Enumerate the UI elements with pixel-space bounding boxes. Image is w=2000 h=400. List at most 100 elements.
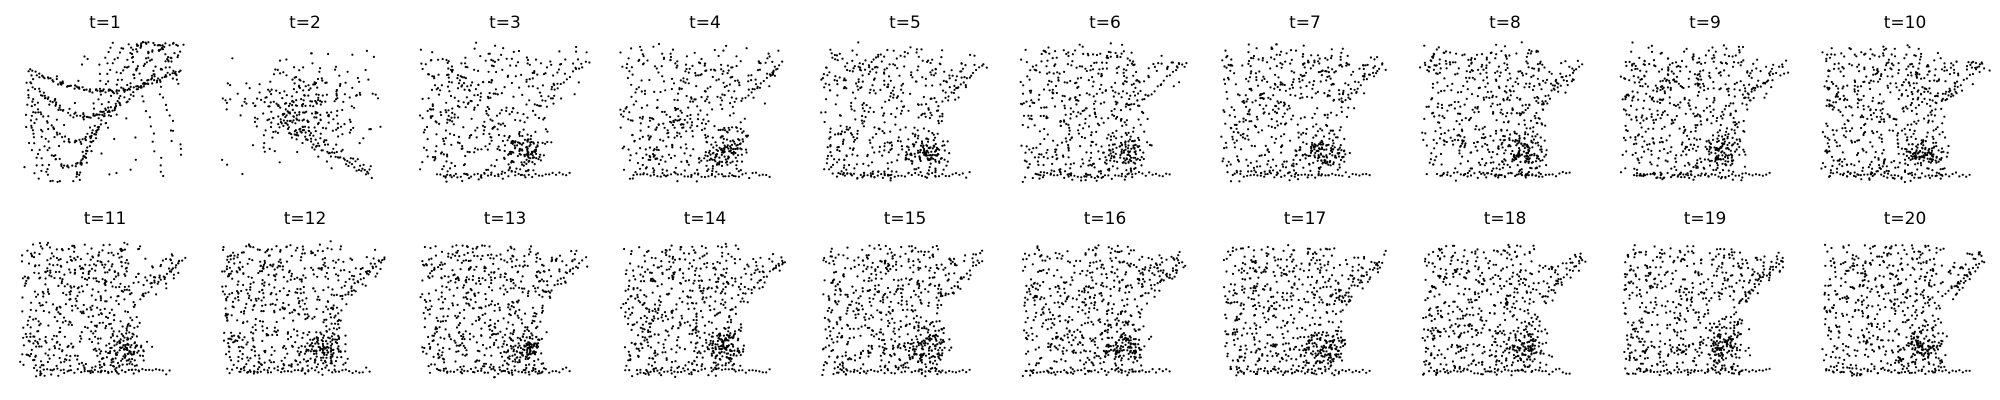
scatter-point xyxy=(512,50,515,54)
scatter-point xyxy=(1353,88,1356,91)
scatter-point xyxy=(1116,71,1119,74)
scatter-point xyxy=(739,147,742,150)
scatter-point xyxy=(1269,98,1272,101)
scatter-point xyxy=(777,49,780,52)
scatter-point xyxy=(639,122,642,125)
scatter-point xyxy=(673,171,676,174)
scatter-point xyxy=(1464,117,1467,120)
scatter-point xyxy=(1528,82,1531,85)
scatter-point xyxy=(450,143,453,146)
scatter-point xyxy=(91,129,94,132)
scatter-point xyxy=(526,116,529,119)
scatter-point xyxy=(930,114,933,117)
scatter-point xyxy=(869,106,872,109)
scatter-point xyxy=(721,72,724,75)
scatter-point xyxy=(656,175,659,178)
scatter-point xyxy=(647,134,650,137)
scatter-point xyxy=(527,138,530,141)
scatter-point xyxy=(1277,107,1280,110)
scatter-point xyxy=(842,79,846,82)
scatter-point xyxy=(1511,139,1514,142)
scatter-point xyxy=(1326,160,1329,163)
scatter-point xyxy=(1269,166,1272,169)
scatter-point xyxy=(1735,122,1738,125)
scatter-point xyxy=(1506,111,1509,115)
panel-t5: t=5 xyxy=(820,13,988,182)
scatter-point xyxy=(1438,137,1442,140)
scatter-point xyxy=(1283,83,1286,87)
scatter-point xyxy=(460,62,463,65)
scatter-point xyxy=(1737,61,1740,64)
scatter-point xyxy=(490,173,493,176)
scatter-point xyxy=(1572,78,1575,81)
scatter-point xyxy=(245,82,248,85)
scatter-point xyxy=(279,72,282,75)
scatter-point xyxy=(1147,94,1150,97)
scatter-point xyxy=(1309,67,1312,70)
scatter-point xyxy=(1120,135,1123,138)
scatter-point xyxy=(1742,84,1745,87)
scatter-point xyxy=(1565,172,1568,175)
scatter-point xyxy=(845,125,848,128)
scatter-point xyxy=(703,157,706,160)
scatter-point xyxy=(825,162,829,165)
scatter-point xyxy=(823,86,826,89)
scatter-point xyxy=(739,169,743,172)
scatter-point xyxy=(359,93,362,96)
scatter-point xyxy=(1635,115,1638,118)
scatter-point xyxy=(449,94,453,98)
scatter-point xyxy=(343,158,346,161)
scatter-point xyxy=(142,64,145,67)
scatter-point xyxy=(44,137,47,140)
scatter-point xyxy=(367,78,370,81)
scatter-point xyxy=(870,60,873,64)
scatter-point xyxy=(860,119,864,122)
scatter-point xyxy=(895,107,899,110)
scatter-point xyxy=(1306,176,1309,179)
scatter-point xyxy=(495,114,499,117)
scatter-point xyxy=(927,130,930,133)
scatter-point xyxy=(1236,93,1240,96)
scatter-point xyxy=(495,70,498,74)
scatter-point xyxy=(1127,144,1130,147)
scatter-point xyxy=(1024,176,1027,179)
scatter-point xyxy=(45,170,48,173)
scatter-point xyxy=(517,172,520,175)
scatter-point xyxy=(47,115,50,118)
scatter-point xyxy=(1652,137,1655,140)
scatter-point xyxy=(1102,151,1105,154)
scatter-point xyxy=(253,120,257,123)
scatter-point xyxy=(1337,155,1341,158)
scatter-point xyxy=(1229,69,1232,72)
scatter-point xyxy=(861,103,864,106)
scatter-point xyxy=(740,153,744,156)
scatter-point xyxy=(826,154,830,157)
scatter-point xyxy=(1124,105,1127,108)
scatter-point xyxy=(722,151,725,154)
scatter-point xyxy=(676,173,679,176)
scatter-point xyxy=(456,74,460,77)
scatter-point xyxy=(664,89,667,92)
scatter-point xyxy=(1133,147,1136,150)
scatter-point xyxy=(1097,72,1100,75)
scatter-point xyxy=(1302,131,1305,134)
scatter-point xyxy=(639,45,642,48)
scatter-point xyxy=(31,78,35,81)
scatter-point xyxy=(179,50,182,53)
scatter-point xyxy=(1099,172,1103,175)
scatter-point xyxy=(1754,86,1757,90)
scatter-point xyxy=(897,153,900,156)
scatter-point xyxy=(56,133,59,136)
scatter-point xyxy=(1325,154,1328,157)
scatter-point xyxy=(509,64,512,67)
scatter-point xyxy=(89,88,92,91)
scatter-point xyxy=(1333,133,1336,136)
scatter-point xyxy=(46,168,49,171)
scatter-point xyxy=(1698,57,1701,60)
scatter-point xyxy=(565,78,569,81)
scatter-point xyxy=(1329,129,1332,132)
scatter-point xyxy=(1551,84,1554,87)
scatter-point xyxy=(1030,99,1033,102)
scatter-point xyxy=(314,112,317,115)
scatter-point xyxy=(550,141,553,144)
